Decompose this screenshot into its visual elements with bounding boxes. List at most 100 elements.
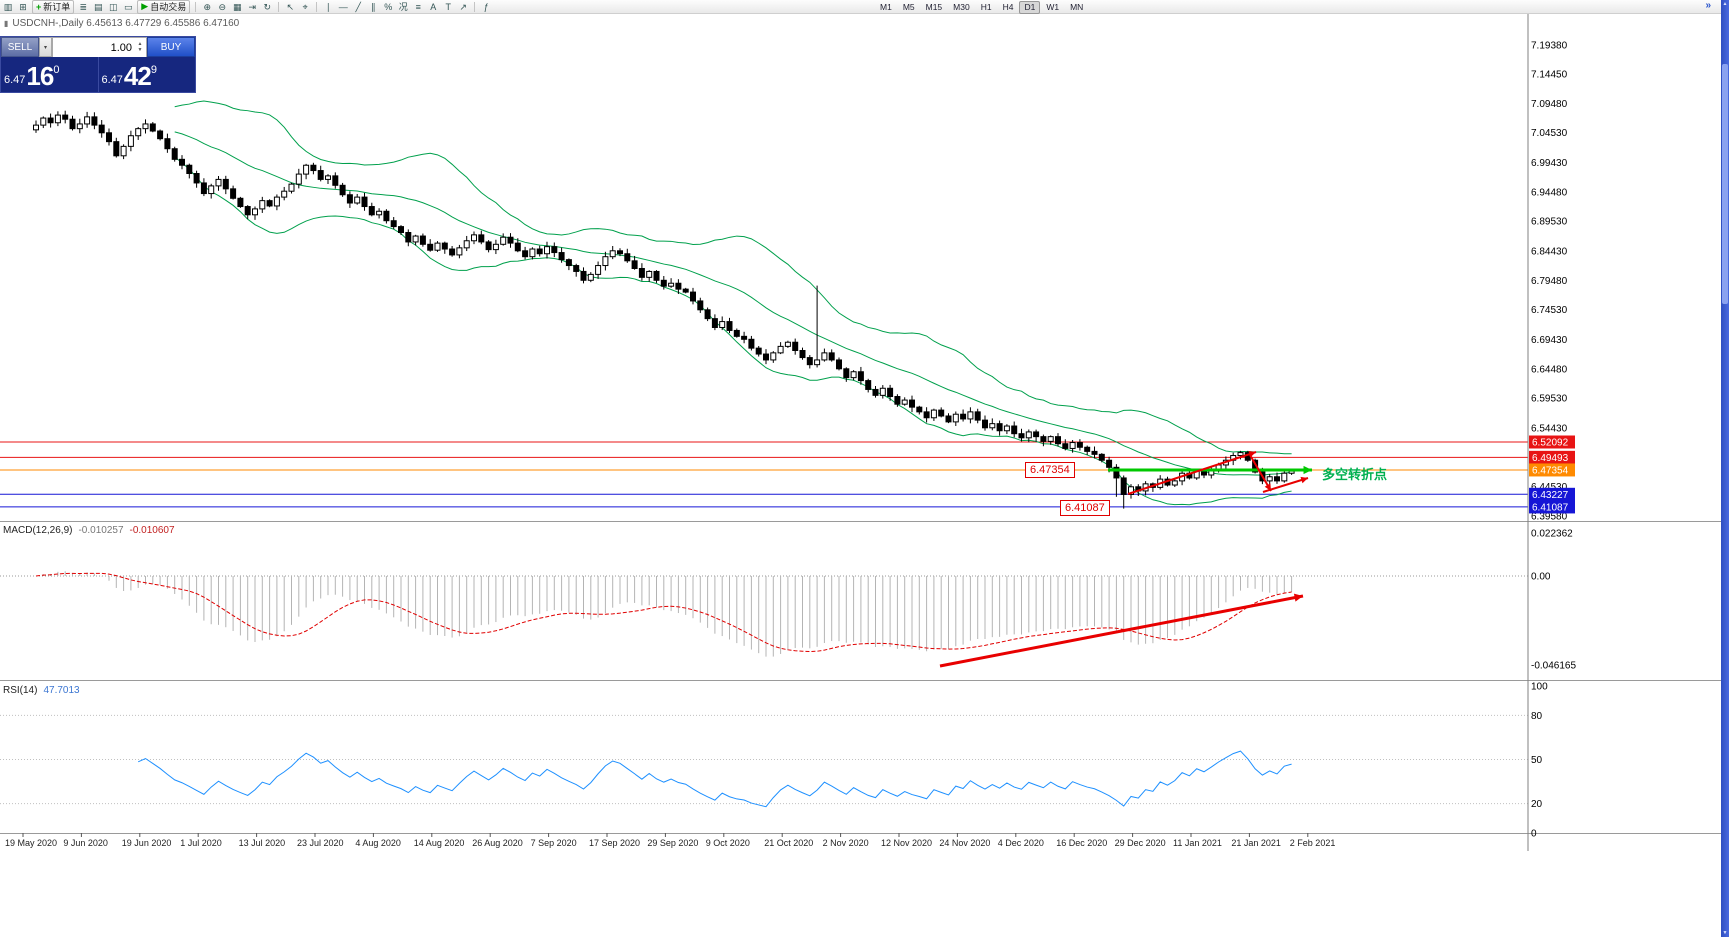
- price-tag: [1529, 487, 1575, 501]
- timeframe-mn[interactable]: MN: [1070, 2, 1084, 12]
- drawings-layer[interactable]: [939, 450, 1312, 668]
- turning-point-label[interactable]: 多空转折点: [1322, 467, 1388, 482]
- date-label: 4 Aug 2020: [355, 838, 401, 848]
- volume-spinner[interactable]: ▲ ▼: [137, 41, 143, 53]
- scroll-up-icon[interactable]: ▲: [1722, 1, 1728, 7]
- bid-sup-digit: 0: [53, 64, 60, 76]
- date-label: 13 Jul 2020: [239, 838, 286, 848]
- profiles-icon[interactable]: ⊞: [19, 1, 27, 12]
- timeframe-m5[interactable]: M5: [902, 2, 915, 12]
- timeframe-h4[interactable]: H4: [1002, 2, 1014, 12]
- date-label: 9 Oct 2020: [706, 838, 750, 848]
- toolbar-separator: [195, 1, 197, 12]
- price-axis-tick: 6.39580: [1531, 511, 1568, 522]
- price-axis-tick: 7.19380: [1531, 41, 1568, 52]
- zoom-out-icon[interactable]: ⊖: [218, 1, 226, 12]
- new-order-button[interactable]: + 新订单: [32, 0, 75, 14]
- quotes-cn-icon[interactable]: 况: [398, 1, 408, 12]
- vertical-scrollbar[interactable]: ▲ ▼: [1721, 0, 1729, 937]
- toolbar-overflow-icon[interactable]: »: [1705, 0, 1711, 11]
- price-axis-tick: 6.59530: [1531, 394, 1568, 405]
- auto-scroll-icon[interactable]: ↻: [263, 1, 271, 12]
- hline-price-label-upper[interactable]: 6.47354: [1025, 462, 1075, 478]
- date-label: 2 Nov 2020: [823, 838, 869, 848]
- data-window-icon[interactable]: ▤: [94, 1, 103, 12]
- ask-price-display[interactable]: 6.47 42 9: [97, 57, 196, 92]
- timeframe-m1[interactable]: M1: [880, 2, 892, 12]
- date-label: 9 Jun 2020: [63, 838, 108, 848]
- date-label: 12 Nov 2020: [881, 838, 932, 848]
- ask-base: 6.47: [101, 74, 123, 86]
- text-icon[interactable]: A: [430, 1, 437, 12]
- new-order-button-icon: +: [36, 1, 42, 12]
- scroll-down-icon[interactable]: ▼: [1722, 930, 1728, 936]
- rsi-axis-tick: 20: [1531, 799, 1543, 810]
- svg-text:6.52092: 6.52092: [1532, 437, 1569, 448]
- bid-price-display[interactable]: 6.47 16 0: [1, 57, 98, 92]
- toolbar-separator: [474, 1, 476, 12]
- objects-list-icon[interactable]: ≡: [415, 1, 421, 12]
- label-icon[interactable]: T: [445, 1, 451, 12]
- toolbar-icon-group: ▥ ⊞ + 新订单 ≣ ▤ ◫ ▭ ▶ 自动交易 ⊕ ⊖ ▦ ⇥ ↻ ↖ ⌖ ∣ ― ╱ ∥% 况 ≡ A T ↗ ƒ: [2, 0, 492, 14]
- rsi-axis-tick: 50: [1531, 755, 1543, 766]
- timeframe-m15[interactable]: M15: [925, 2, 943, 12]
- timeframe-d1[interactable]: D1: [1019, 1, 1041, 14]
- volume-field-wrap: ▲▼: [52, 37, 147, 57]
- arrow-object-icon[interactable]: ↗: [459, 1, 467, 12]
- timeframe-w1[interactable]: W1: [1046, 2, 1060, 12]
- price-axis-tick: 6.84430: [1531, 247, 1568, 258]
- chart-canvas[interactable]: 7.19380 7.14450 7.09480 7.04530 6.99430 6.944…: [0, 0, 1729, 853]
- price-axis-tick: 7.04530: [1531, 128, 1568, 139]
- trendline-icon[interactable]: ╱: [355, 1, 361, 12]
- rsi-axis-tick: 0: [1531, 829, 1537, 840]
- price-axis-tick: 6.64480: [1531, 364, 1568, 375]
- bid-base: 6.47: [4, 74, 26, 86]
- macd-signal-value: -0.010607: [129, 525, 175, 536]
- svg-text:6.49493: 6.49493: [1532, 453, 1569, 464]
- market-watch-icon[interactable]: ≣: [79, 1, 88, 12]
- vertical-line-icon[interactable]: ∣: [325, 1, 331, 12]
- chart-shift-icon[interactable]: ⇥: [248, 1, 256, 12]
- price-axis-tick: 6.74530: [1531, 305, 1568, 316]
- navigator-icon[interactable]: ◫: [109, 1, 118, 12]
- timeframe-h1[interactable]: H1: [980, 2, 992, 12]
- price-axis-tick: 6.54430: [1531, 424, 1568, 435]
- date-label: 16 Dec 2020: [1056, 838, 1107, 848]
- one-click-trading-panel: SELL ▾ ▲▼ BUY 6.47 16 0 6.47 42 9: [0, 36, 196, 93]
- buy-button[interactable]: BUY: [147, 37, 195, 57]
- price-axis-tick: 6.89530: [1531, 217, 1568, 228]
- autotrade-button[interactable]: ▶ 自动交易: [137, 0, 191, 14]
- timeframe-m30[interactable]: M30: [953, 2, 970, 12]
- macd-pane-label: MACD(12,26,9) -0.010257 -0.010607: [3, 525, 175, 536]
- channel-icon[interactable]: ∥: [370, 1, 376, 12]
- tile-windows-icon[interactable]: ▦: [232, 1, 242, 12]
- sell-button[interactable]: SELL: [1, 37, 39, 57]
- crosshair-icon[interactable]: ⌖: [302, 1, 308, 12]
- price-axis-tick: 6.69430: [1531, 335, 1568, 346]
- date-label: 23 Jul 2020: [297, 838, 344, 848]
- bollinger-lower-band: [174, 156, 1292, 506]
- new-chart-icon[interactable]: ▥: [3, 1, 13, 12]
- cursor-icon[interactable]: ↖: [286, 1, 294, 12]
- price-tag: [1529, 463, 1575, 477]
- candles-layer: [33, 110, 1295, 509]
- macd-axis-tick: 0.00: [1531, 572, 1551, 583]
- volume-input[interactable]: [53, 39, 146, 57]
- rsi-name: RSI(14): [3, 685, 38, 696]
- ask-big-digits: 42: [123, 61, 152, 91]
- timeframe-group: M1 M5 M15 M30 H1 H4 D1 W1 MN: [875, 1, 1088, 14]
- price-tag: [1529, 450, 1575, 464]
- indicators-icon[interactable]: ƒ: [483, 1, 489, 12]
- symbol-info-text: USDCNH-,Daily 6.45613 6.47729 6.45586 6.…: [12, 18, 240, 29]
- volume-dropdown[interactable]: ▾: [39, 37, 52, 57]
- svg-text:6.41087: 6.41087: [1532, 502, 1569, 513]
- price-axis-tick: 6.44530: [1531, 482, 1568, 493]
- scrollbar-thumb[interactable]: [1722, 64, 1728, 304]
- terminal-icon[interactable]: ▭: [124, 1, 133, 12]
- horizontal-line-icon[interactable]: ―: [338, 1, 348, 12]
- hline-price-label-lower[interactable]: 6.41087: [1060, 500, 1110, 516]
- fibonacci-icon[interactable]: %: [384, 1, 393, 12]
- svg-text:6.43227: 6.43227: [1532, 490, 1569, 501]
- rsi-layer: [0, 714, 1528, 808]
- zoom-in-icon[interactable]: ⊕: [203, 1, 211, 12]
